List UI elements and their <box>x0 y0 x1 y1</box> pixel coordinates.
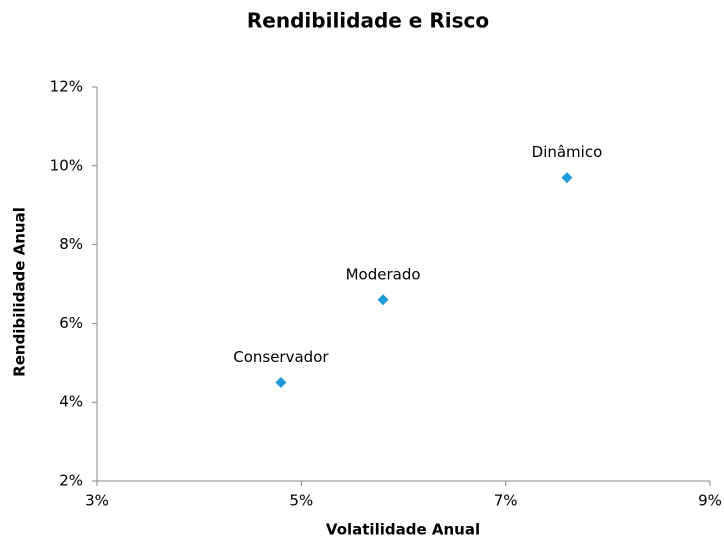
point <box>377 294 389 306</box>
x-tick-label: 9% <box>698 492 722 510</box>
data-label: Conservador <box>233 348 329 366</box>
y-tick-label: 6% <box>59 314 83 332</box>
data-label: Moderado <box>346 265 421 283</box>
point <box>275 377 287 388</box>
y-tick-label: 2% <box>59 472 83 490</box>
y-tick-label: 12% <box>50 78 83 96</box>
x-tick-label: 3% <box>85 492 109 510</box>
chart-title: Rendibilidade e Risco <box>247 9 489 33</box>
data-label: Dinâmico <box>532 143 603 161</box>
y-tick-label: 10% <box>50 156 83 174</box>
point <box>561 172 573 184</box>
x-axis-label: Volatilidade Anual <box>326 521 480 539</box>
y-tick-label: 8% <box>59 235 83 253</box>
x-tick-label: 5% <box>289 492 313 510</box>
y-tick-label: 4% <box>59 393 83 411</box>
y-axis-label: Rendibilidade Anual <box>11 207 29 377</box>
x-tick-label: 7% <box>494 492 518 510</box>
